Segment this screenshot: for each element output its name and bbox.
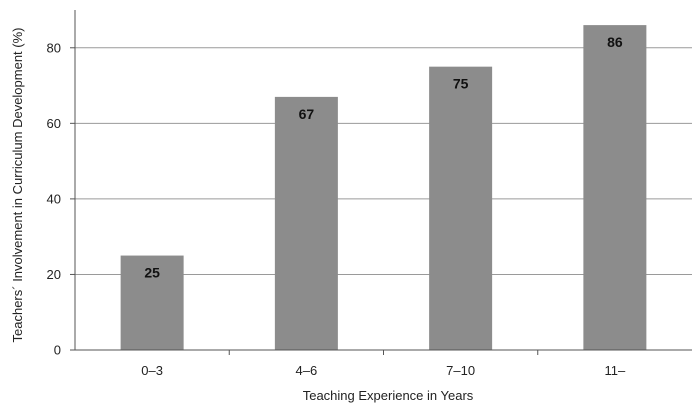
y-tick-label-20: 20 <box>47 267 61 282</box>
y-tick-label-60: 60 <box>47 116 61 131</box>
data-label-1: 67 <box>299 106 315 122</box>
y-tick-label-0: 0 <box>54 343 61 358</box>
x-tick-labels: 0–3 4–6 7–10 11– <box>141 350 626 378</box>
bar-0 <box>120 255 184 350</box>
x-tick-label-1: 4–6 <box>296 363 318 378</box>
data-label-3: 86 <box>607 34 623 50</box>
bars <box>120 25 647 351</box>
x-tick-label-2: 7–10 <box>446 363 475 378</box>
bar-1 <box>274 96 338 350</box>
data-label-2: 75 <box>453 76 469 92</box>
bar-2 <box>429 66 493 351</box>
bar-3 <box>583 25 647 350</box>
y-tick-label-80: 80 <box>47 40 61 55</box>
data-label-0: 25 <box>144 265 160 281</box>
x-tick-label-0: 0–3 <box>141 363 163 378</box>
y-axis-title: Teachers´ Involvement in Curriculum Deve… <box>10 27 25 342</box>
data-labels: 25 67 75 86 <box>144 34 623 280</box>
y-tick-label-40: 40 <box>47 191 61 206</box>
x-tick-label-3: 11– <box>605 363 626 378</box>
y-tick-labels: 0 20 40 60 80 <box>47 40 75 358</box>
x-axis-title: Teaching Experience in Years <box>303 388 474 403</box>
